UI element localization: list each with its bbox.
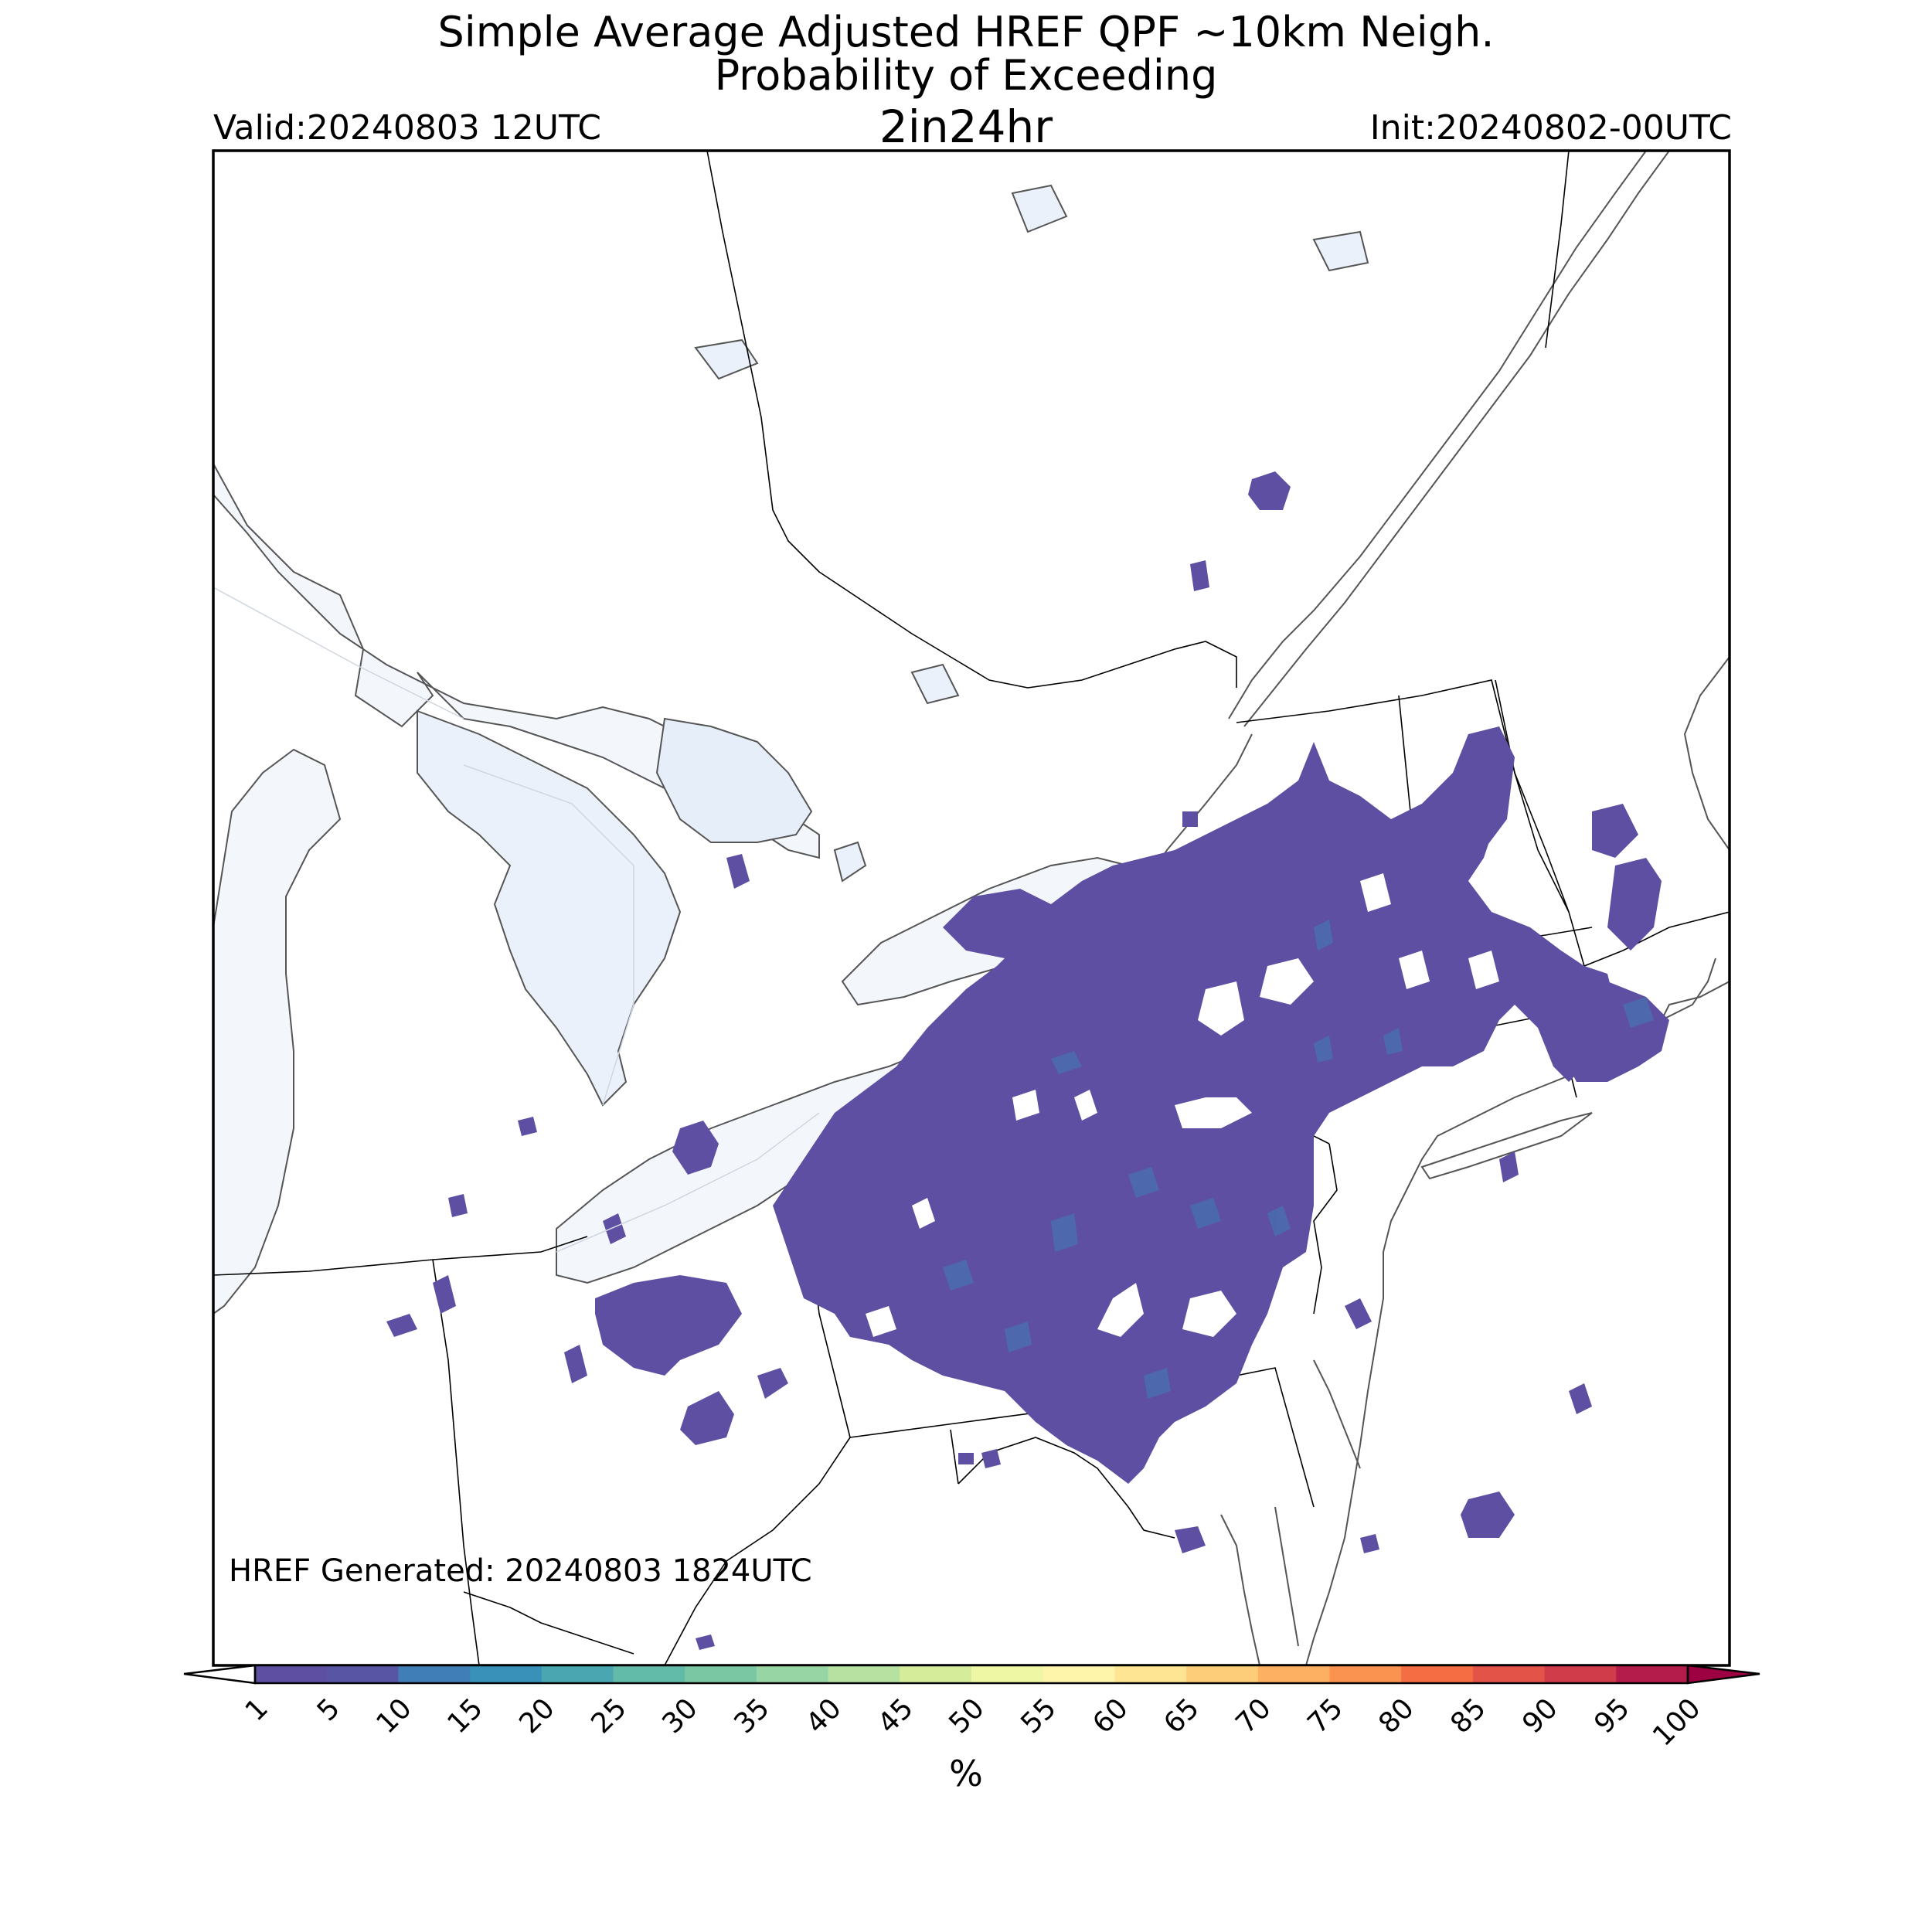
probability-field: [386, 471, 1669, 1650]
lake-boundaries: [213, 587, 820, 1253]
colorbar-unit-label: %: [949, 1753, 983, 1794]
colorbar-cell: [685, 1665, 757, 1683]
colorbar-cell: [470, 1665, 543, 1683]
colorbar-cell: [828, 1665, 900, 1683]
colorbar-cell: [255, 1665, 328, 1683]
colorbar-cell: [326, 1665, 399, 1683]
colorbar-cell: [398, 1665, 471, 1683]
colorbar-cell: [1186, 1665, 1259, 1683]
colorbar-cell: [900, 1665, 972, 1683]
colorbar-cell: [1616, 1665, 1689, 1683]
init-time: Init:20240802-00UTC: [1369, 108, 1732, 148]
colorbar-cell: [1257, 1665, 1331, 1683]
colorbar-frame: [253, 1664, 1689, 1685]
coastlines: [1135, 151, 1730, 1665]
colorbar-cell: [971, 1665, 1044, 1683]
valid-time: Valid:20240803 12UTC: [213, 108, 602, 148]
colorbar-cell: [756, 1665, 829, 1683]
title-line-2: Probability of Exceeding: [714, 51, 1218, 100]
generated-timestamp: HREF Generated: 20240803 1824UTC: [229, 1553, 812, 1589]
colorbar-over-arrow: [1686, 1664, 1760, 1685]
colorbar-cell: [1114, 1665, 1187, 1683]
title-line-1: Simple Average Adjusted HREF QPF ~10km N…: [437, 8, 1495, 56]
colorbar-cell: [1472, 1665, 1546, 1683]
threshold-label: 2in24hr: [879, 100, 1053, 153]
colorbar-cell: [1043, 1665, 1115, 1683]
colorbar-cell: [1401, 1665, 1474, 1683]
colorbar-cell: [613, 1665, 685, 1683]
colorbar-under-arrow: [183, 1664, 257, 1685]
colorbar-cell: [1329, 1665, 1402, 1683]
colorbar-cell: [541, 1665, 614, 1683]
colorbar-cell: [1544, 1665, 1617, 1683]
